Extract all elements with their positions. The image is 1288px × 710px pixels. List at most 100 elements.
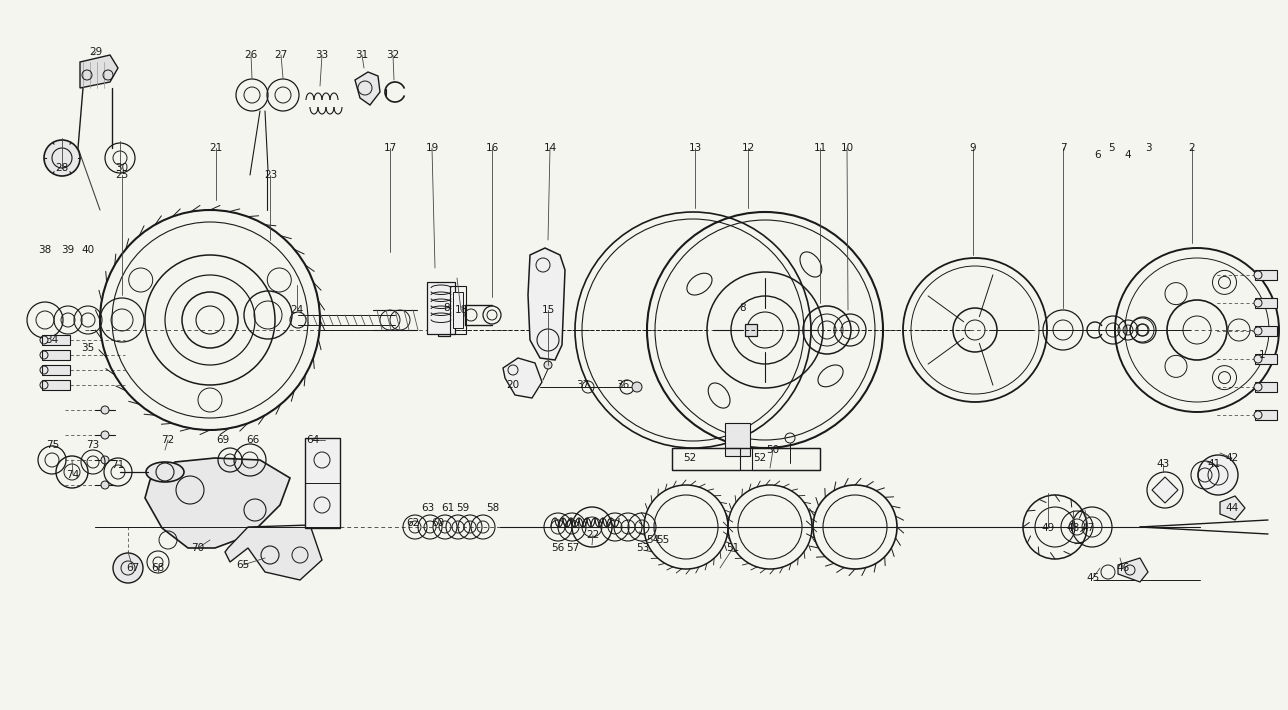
Bar — [438, 324, 450, 336]
Text: 71: 71 — [111, 460, 125, 470]
Bar — [1255, 270, 1276, 280]
Circle shape — [1255, 411, 1262, 419]
Text: 50: 50 — [766, 445, 779, 455]
Circle shape — [100, 456, 109, 464]
Circle shape — [1255, 355, 1262, 363]
Circle shape — [1198, 455, 1238, 495]
Text: 18: 18 — [455, 305, 468, 315]
Text: 17: 17 — [384, 143, 397, 153]
Text: 19: 19 — [425, 143, 439, 153]
Text: 15: 15 — [541, 305, 555, 315]
Text: 11: 11 — [814, 143, 827, 153]
Circle shape — [100, 481, 109, 489]
Text: 44: 44 — [1225, 503, 1239, 513]
Text: 6: 6 — [1095, 150, 1101, 160]
Bar — [450, 286, 466, 334]
Text: 20: 20 — [506, 380, 519, 390]
Text: 60: 60 — [431, 518, 444, 528]
Polygon shape — [1118, 558, 1148, 582]
Circle shape — [1255, 383, 1262, 391]
Text: 24: 24 — [290, 305, 304, 315]
Text: 49: 49 — [1042, 523, 1055, 533]
Ellipse shape — [146, 462, 184, 482]
Text: 65: 65 — [237, 560, 250, 570]
Circle shape — [100, 431, 109, 439]
Bar — [43, 350, 70, 360]
Text: 57: 57 — [567, 543, 580, 553]
Bar — [1255, 298, 1276, 308]
Circle shape — [544, 361, 553, 369]
Text: 66: 66 — [246, 435, 260, 445]
Bar — [1255, 354, 1276, 364]
Text: 33: 33 — [316, 50, 328, 60]
Text: 75: 75 — [46, 440, 59, 450]
Text: 1: 1 — [1258, 350, 1265, 360]
Bar — [43, 335, 70, 345]
Text: 69: 69 — [216, 435, 229, 445]
Text: 13: 13 — [688, 143, 702, 153]
Text: 21: 21 — [210, 143, 223, 153]
Polygon shape — [225, 525, 322, 580]
Text: 52: 52 — [753, 453, 766, 463]
Text: 27: 27 — [274, 50, 287, 60]
Text: 14: 14 — [544, 143, 556, 153]
Text: 39: 39 — [62, 245, 75, 255]
Text: 46: 46 — [1117, 563, 1130, 573]
Text: 7: 7 — [1060, 143, 1066, 153]
Text: 56: 56 — [551, 543, 564, 553]
Text: 43: 43 — [1157, 459, 1170, 469]
Text: 52: 52 — [684, 453, 697, 463]
Bar — [744, 324, 757, 336]
Text: 32: 32 — [386, 50, 399, 60]
Text: 10: 10 — [841, 143, 854, 153]
Bar — [428, 282, 455, 334]
Text: 16: 16 — [486, 143, 498, 153]
Text: 48: 48 — [1066, 523, 1079, 533]
Circle shape — [44, 140, 80, 176]
Circle shape — [1255, 271, 1262, 279]
Text: 72: 72 — [161, 435, 175, 445]
Text: 2: 2 — [1189, 143, 1195, 153]
Text: 8: 8 — [443, 303, 451, 313]
Text: 38: 38 — [39, 245, 52, 255]
Bar — [1255, 410, 1276, 420]
Text: 61: 61 — [442, 503, 455, 513]
Text: 59: 59 — [456, 503, 470, 513]
Text: 74: 74 — [67, 470, 80, 480]
Text: 40: 40 — [81, 245, 94, 255]
Polygon shape — [355, 72, 380, 105]
Text: 42: 42 — [1225, 453, 1239, 463]
Text: 3: 3 — [1145, 143, 1151, 153]
Text: 4: 4 — [1124, 150, 1131, 160]
Text: 26: 26 — [245, 50, 258, 60]
Circle shape — [632, 382, 641, 392]
Polygon shape — [1220, 496, 1245, 520]
Text: 12: 12 — [742, 143, 755, 153]
Text: 47: 47 — [1082, 523, 1095, 533]
Circle shape — [1255, 299, 1262, 307]
Bar — [672, 448, 820, 470]
Text: 68: 68 — [152, 563, 165, 573]
Polygon shape — [725, 423, 750, 456]
Text: 5: 5 — [1109, 143, 1115, 153]
Circle shape — [100, 406, 109, 414]
Text: 30: 30 — [116, 163, 129, 173]
Bar — [672, 448, 741, 470]
Text: 70: 70 — [192, 543, 205, 553]
Text: 25: 25 — [116, 170, 129, 180]
Bar — [43, 380, 70, 390]
Text: 62: 62 — [407, 518, 420, 528]
Text: 22: 22 — [586, 530, 600, 540]
Polygon shape — [305, 438, 340, 528]
Text: 58: 58 — [487, 503, 500, 513]
Text: 53: 53 — [636, 543, 649, 553]
Circle shape — [113, 553, 143, 583]
Polygon shape — [1151, 477, 1179, 503]
Polygon shape — [146, 458, 290, 548]
Text: 64: 64 — [307, 435, 319, 445]
Bar — [1255, 382, 1276, 392]
Text: 34: 34 — [45, 335, 59, 345]
Bar — [43, 365, 70, 375]
Text: 54: 54 — [647, 535, 659, 545]
Text: 51: 51 — [726, 543, 739, 553]
